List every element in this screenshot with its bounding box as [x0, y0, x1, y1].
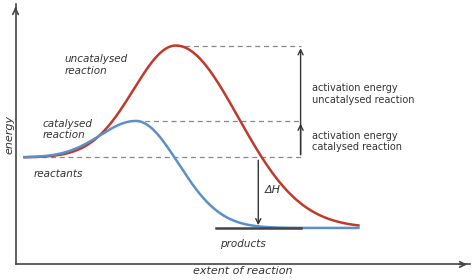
Y-axis label: energy: energy	[4, 115, 14, 154]
Text: activation energy
uncatalysed reaction: activation energy uncatalysed reaction	[312, 83, 414, 105]
Text: uncatalysed
reaction: uncatalysed reaction	[64, 54, 128, 76]
Text: ΔH: ΔH	[265, 185, 281, 195]
Text: catalysed
reaction: catalysed reaction	[42, 119, 92, 140]
Text: activation energy
catalysed reaction: activation energy catalysed reaction	[312, 131, 402, 152]
X-axis label: extent of reaction: extent of reaction	[193, 266, 292, 276]
Text: reactants: reactants	[33, 169, 83, 179]
Text: products: products	[220, 239, 266, 249]
